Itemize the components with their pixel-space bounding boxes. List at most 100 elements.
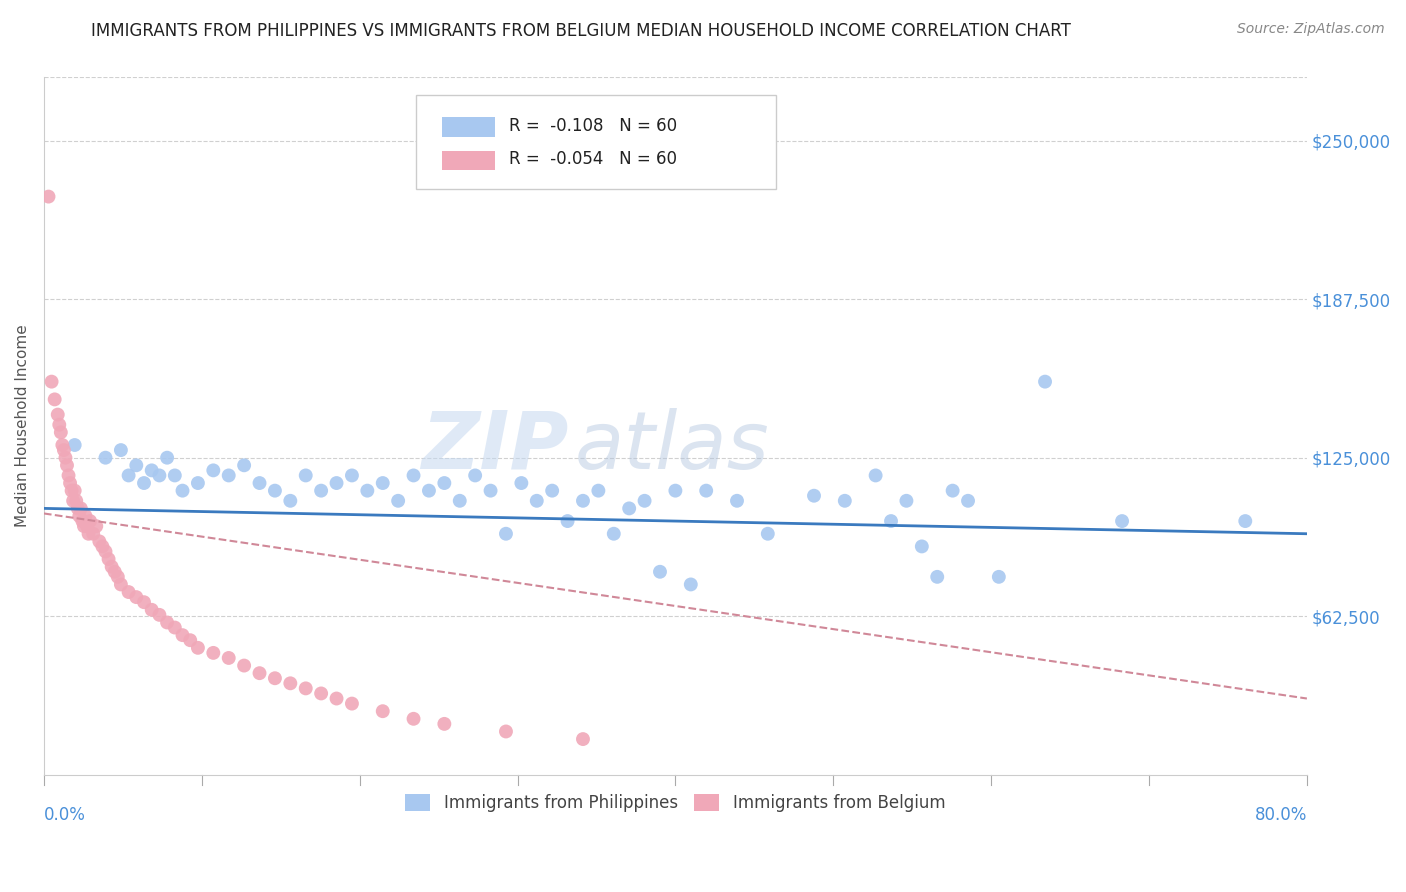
Point — [325, 691, 347, 706]
Point — [479, 483, 502, 498]
Point — [834, 493, 856, 508]
Point — [110, 577, 132, 591]
FancyBboxPatch shape — [416, 95, 776, 189]
Point — [38, 189, 60, 203]
Point — [264, 483, 287, 498]
Point — [48, 417, 70, 432]
Point — [249, 666, 271, 681]
FancyBboxPatch shape — [441, 151, 495, 170]
Text: ZIP: ZIP — [420, 408, 568, 486]
Point — [679, 577, 702, 591]
Text: 0.0%: 0.0% — [44, 806, 86, 824]
Point — [572, 732, 595, 747]
Point — [387, 493, 409, 508]
Point — [340, 468, 363, 483]
Point — [141, 463, 163, 477]
Point — [294, 468, 316, 483]
Point — [148, 468, 170, 483]
Point — [172, 628, 194, 642]
Point — [77, 526, 100, 541]
Point — [52, 443, 75, 458]
Point — [70, 501, 93, 516]
Point — [100, 559, 122, 574]
Point — [1033, 375, 1056, 389]
Point — [356, 483, 378, 498]
Point — [911, 540, 934, 554]
Point — [41, 375, 63, 389]
Point — [46, 408, 69, 422]
Text: IMMIGRANTS FROM PHILIPPINES VS IMMIGRANTS FROM BELGIUM MEDIAN HOUSEHOLD INCOME C: IMMIGRANTS FROM PHILIPPINES VS IMMIGRANT… — [91, 22, 1071, 40]
Point — [418, 483, 440, 498]
Text: 80.0%: 80.0% — [1254, 806, 1308, 824]
Legend: Immigrants from Philippines, Immigrants from Belgium: Immigrants from Philippines, Immigrants … — [399, 787, 952, 819]
Point — [495, 526, 517, 541]
Point — [66, 501, 89, 516]
Point — [58, 468, 80, 483]
Point — [79, 514, 101, 528]
Point — [264, 671, 287, 685]
Point — [371, 476, 394, 491]
Point — [942, 483, 965, 498]
Point — [987, 570, 1010, 584]
Point — [56, 458, 79, 473]
Point — [73, 519, 96, 533]
Point — [67, 508, 90, 523]
Text: R =  -0.054   N = 60: R = -0.054 N = 60 — [509, 150, 676, 168]
Point — [187, 476, 209, 491]
Point — [156, 450, 179, 465]
Point — [603, 526, 626, 541]
Point — [756, 526, 779, 541]
Point — [63, 438, 86, 452]
Point — [664, 483, 686, 498]
Point — [63, 483, 86, 498]
Point — [725, 493, 748, 508]
Point — [218, 651, 240, 665]
Point — [1111, 514, 1133, 528]
Point — [1234, 514, 1257, 528]
Point — [433, 476, 456, 491]
Point — [572, 493, 595, 508]
Point — [125, 458, 148, 473]
Point — [865, 468, 887, 483]
Point — [340, 697, 363, 711]
Point — [633, 493, 655, 508]
Point — [132, 476, 155, 491]
Point — [97, 552, 120, 566]
Point — [117, 468, 139, 483]
Point — [648, 565, 671, 579]
Point — [278, 676, 301, 690]
Point — [233, 458, 256, 473]
Point — [94, 544, 117, 558]
Point — [163, 468, 186, 483]
Point — [309, 686, 332, 700]
Point — [617, 501, 640, 516]
Point — [44, 392, 66, 407]
Point — [148, 607, 170, 622]
Point — [163, 621, 186, 635]
Point — [464, 468, 486, 483]
Point — [880, 514, 903, 528]
Point — [179, 633, 201, 648]
Point — [172, 483, 194, 498]
Point — [309, 483, 332, 498]
Point — [72, 514, 94, 528]
Point — [89, 534, 111, 549]
Point — [202, 463, 225, 477]
Point — [60, 483, 83, 498]
Point — [187, 640, 209, 655]
Point — [125, 590, 148, 604]
Text: Source: ZipAtlas.com: Source: ZipAtlas.com — [1237, 22, 1385, 37]
Y-axis label: Median Household Income: Median Household Income — [15, 325, 30, 527]
Point — [117, 585, 139, 599]
Point — [82, 526, 104, 541]
Point — [62, 493, 84, 508]
Point — [76, 519, 98, 533]
Point — [94, 450, 117, 465]
Point — [59, 476, 82, 491]
Point — [141, 603, 163, 617]
Point — [495, 724, 517, 739]
Point — [84, 519, 107, 533]
Text: R =  -0.108   N = 60: R = -0.108 N = 60 — [509, 117, 676, 135]
Point — [371, 704, 394, 718]
Point — [91, 540, 114, 554]
